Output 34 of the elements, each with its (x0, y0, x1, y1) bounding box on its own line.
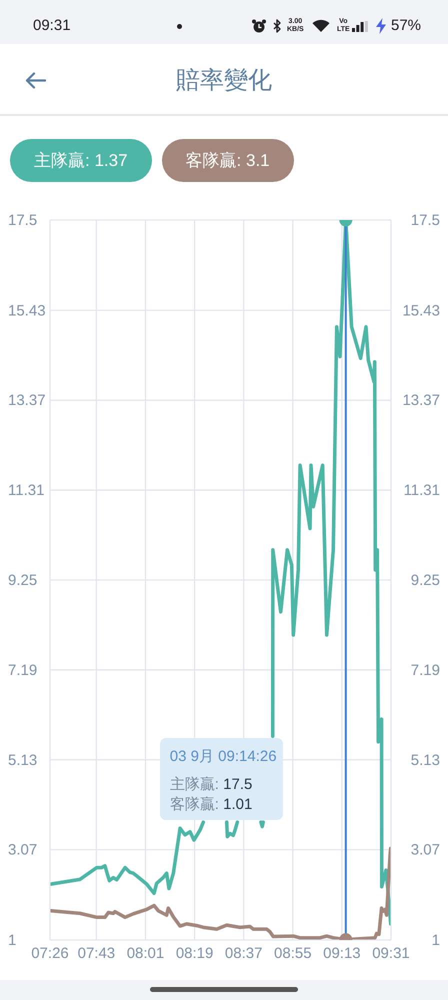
y2-tick-label: 17.5 (410, 212, 440, 228)
y-tick-label: 15.43 (8, 302, 46, 319)
y-tick-label: 13.37 (8, 392, 46, 409)
x-tick-label: 09:13 (323, 944, 361, 962)
y-tick-label: 17.5 (8, 212, 38, 228)
annotation: 主隊贏: 17.5 (170, 776, 252, 793)
y2-tick-label: 3.07 (410, 841, 440, 858)
chart-title: 賠率變化 (176, 67, 272, 94)
y-tick-label: 1 (8, 932, 16, 948)
text: 09:31 (33, 17, 71, 34)
x-tick-label: 08:37 (224, 944, 262, 962)
y2-tick-label: 15.43 (402, 302, 440, 319)
y2-tick-label: 1 (432, 932, 440, 948)
y-tick-label: 7.19 (8, 661, 38, 678)
x-tick-label: 08:55 (274, 944, 312, 962)
x-tick-label: 08:19 (176, 944, 214, 962)
y-tick-label: 5.13 (8, 751, 38, 768)
y-tick-label: 11.31 (8, 482, 44, 499)
y2-tick-label: 9.25 (410, 572, 440, 588)
y-tick-label: 3.07 (8, 841, 38, 858)
x-tick-label: 07:43 (78, 944, 116, 962)
annotation: 客隊贏: 1.01 (170, 796, 252, 813)
x-tick-label: 08:01 (126, 944, 164, 962)
annotation: 03 9月 09:14:26 (170, 748, 277, 765)
text: 主隊贏: 1.37 (34, 150, 128, 172)
text: 客隊贏: 3.1 (186, 150, 270, 172)
y2-tick-label: 13.37 (402, 392, 440, 409)
text: 57% (391, 17, 422, 34)
x-tick-label: 09:31 (372, 944, 410, 962)
x-tick-label: 07:26 (31, 944, 69, 962)
y2-tick-label: 11.31 (404, 482, 440, 499)
y2-tick-label: 5.13 (410, 751, 440, 768)
y-tick-label: 9.25 (8, 572, 38, 588)
y2-tick-label: 7.19 (410, 661, 440, 678)
